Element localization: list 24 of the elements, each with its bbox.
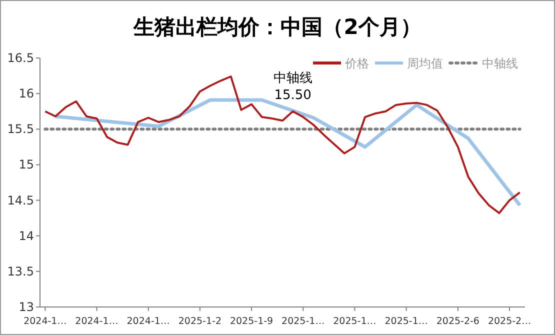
y-tick-label: 14.5: [7, 193, 34, 208]
y-tick-label: 13.5: [7, 264, 34, 278]
x-tick-label: 2025-1-2: [178, 316, 222, 327]
annotation: 中轴线 15.50: [273, 71, 312, 103]
line-series: [54, 98, 522, 208]
chart-title: 生猪出栏均价：中国（2个月）: [132, 15, 422, 39]
legend-label: 价格: [344, 56, 369, 70]
x-tick-label: 2025-1…: [333, 316, 376, 327]
x-tick-label: 2024-1…: [75, 316, 118, 327]
legend-label: 中轴线: [482, 56, 518, 70]
y-tick-label: 15.5: [7, 122, 34, 136]
x-tick-label: 2025-2…: [488, 316, 532, 327]
y-tick-label: 16: [18, 86, 34, 101]
y-tick-label: 15: [18, 158, 34, 172]
legend-label: 周均值: [407, 56, 443, 70]
y-tick-label: 14: [18, 228, 34, 243]
x-tick-label: 2024-1…: [24, 316, 67, 327]
y-tick-label: 13: [18, 300, 34, 314]
y-tick-label: 16.5: [7, 51, 34, 65]
x-tick-label: 2025-1…: [282, 316, 325, 327]
x-tick-label: 2025-2-6: [436, 316, 480, 327]
x-tick-label: 2025-1-9: [230, 316, 274, 327]
x-tick-label: 2024-1…: [126, 316, 170, 327]
x-tick-label: 2025-1…: [384, 316, 428, 327]
